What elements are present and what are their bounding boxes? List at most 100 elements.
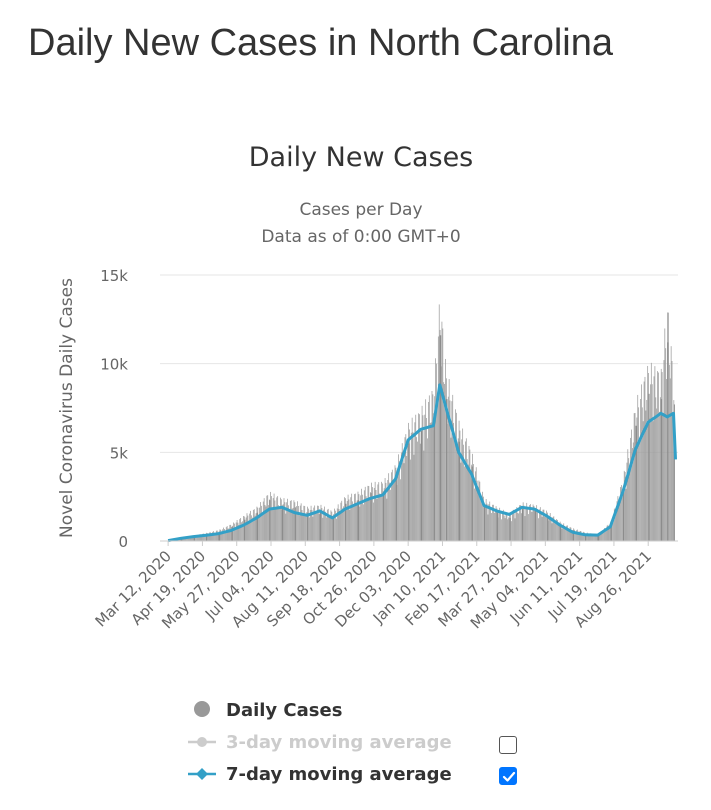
daily-case-bar [352,501,353,541]
daily-case-bar [326,517,327,541]
daily-case-bar [552,517,554,541]
daily-case-bar [225,527,227,541]
daily-case-bar [632,442,634,541]
daily-case-bar [604,528,605,541]
daily-case-bar [387,480,389,541]
daily-case-bar [549,513,551,541]
daily-case-bar [558,524,560,541]
daily-case-bar [391,472,392,541]
daily-case-bar [635,425,637,541]
daily-case-bar [327,508,329,541]
daily-case-bar [633,413,635,541]
daily-case-bar [332,516,334,541]
daily-case-bar [197,536,199,541]
daily-case-bar [652,421,654,541]
daily-case-bar [656,408,658,541]
daily-case-bar [638,407,640,541]
daily-case-bar [477,493,479,541]
daily-case-bar [536,505,538,541]
daily-case-bar [428,395,430,541]
daily-case-bar [418,413,419,541]
daily-case-bar [585,533,587,541]
daily-case-bar [337,504,339,541]
daily-case-bar [520,513,522,541]
bar-series[interactable] [168,304,675,541]
daily-case-bar [437,336,439,541]
checkbox-7day[interactable] [499,767,517,785]
daily-case-bar [600,531,602,541]
daily-case-bar [349,509,351,541]
daily-case-bar [461,439,463,541]
daily-case-bar [420,431,423,541]
daily-case-bar [413,454,415,541]
daily-case-bar [659,411,660,541]
daily-case-bar [263,498,265,541]
daily-case-bar [353,505,354,541]
daily-case-bar [377,484,379,541]
daily-case-bar [187,537,188,541]
daily-case-bar [474,471,476,541]
daily-case-bar [519,505,520,541]
daily-case-bar [579,531,581,541]
daily-case-bar [584,532,585,541]
daily-case-bar [491,513,492,541]
daily-case-bar [474,488,475,541]
daily-case-bar [376,499,378,541]
legend-item-3day[interactable]: 3-day moving average [188,732,452,753]
daily-case-bar [338,509,340,541]
daily-case-bar [430,422,432,541]
daily-case-bar [427,438,428,541]
daily-case-bar [503,515,505,541]
legend-item-daily-cases[interactable]: Daily Cases [194,700,342,721]
ma7-line[interactable] [167,383,677,543]
daily-case-bar [247,515,249,541]
daily-case-bar [310,505,312,541]
daily-case-bar [204,535,205,541]
daily-case-bar [608,527,610,541]
daily-case-bar [655,397,657,541]
daily-case-bar [462,428,464,541]
daily-case-bar [435,358,436,541]
daily-case-bar [641,384,642,541]
daily-case-bar [559,525,562,541]
daily-case-bar [223,527,224,541]
daily-case-bar [486,503,488,541]
daily-case-bar [448,379,450,541]
daily-case-bar [538,518,539,541]
daily-case-bar [496,512,499,541]
daily-case-bar [357,500,360,541]
daily-case-bar [666,379,667,541]
daily-case-bar [274,500,276,541]
daily-case-bar [595,535,597,541]
daily-case-bar [344,497,345,541]
daily-case-bar [290,500,292,541]
daily-case-bar [599,533,601,541]
daily-case-bar [512,509,514,541]
daily-case-bar [313,507,315,541]
daily-case-bar [442,328,444,541]
daily-case-bar [499,507,501,541]
daily-case-bar [539,509,540,541]
daily-case-bar [463,444,464,541]
daily-case-bar [428,401,429,541]
daily-case-bar [221,532,223,541]
chart-subtitle-line2: Data as of 0:00 GMT+0 [261,227,460,247]
daily-case-bar [667,342,669,541]
daily-case-bar [388,473,390,541]
daily-case-bar [369,498,371,541]
daily-case-bar [326,509,328,541]
daily-case-bar [209,531,211,541]
daily-case-bar [645,410,647,541]
daily-case-bar [378,482,380,541]
daily-case-bar [581,533,583,541]
daily-case-bar [180,538,183,541]
daily-case-bar [381,481,382,541]
daily-case-bar [626,462,628,541]
daily-case-bar [356,500,358,541]
daily-case-bar [285,513,287,541]
daily-case-bar [392,483,394,541]
daily-case-bar [368,486,370,541]
checkbox-3day[interactable] [499,736,517,754]
legend-item-7day[interactable]: 7-day moving average [188,764,452,785]
